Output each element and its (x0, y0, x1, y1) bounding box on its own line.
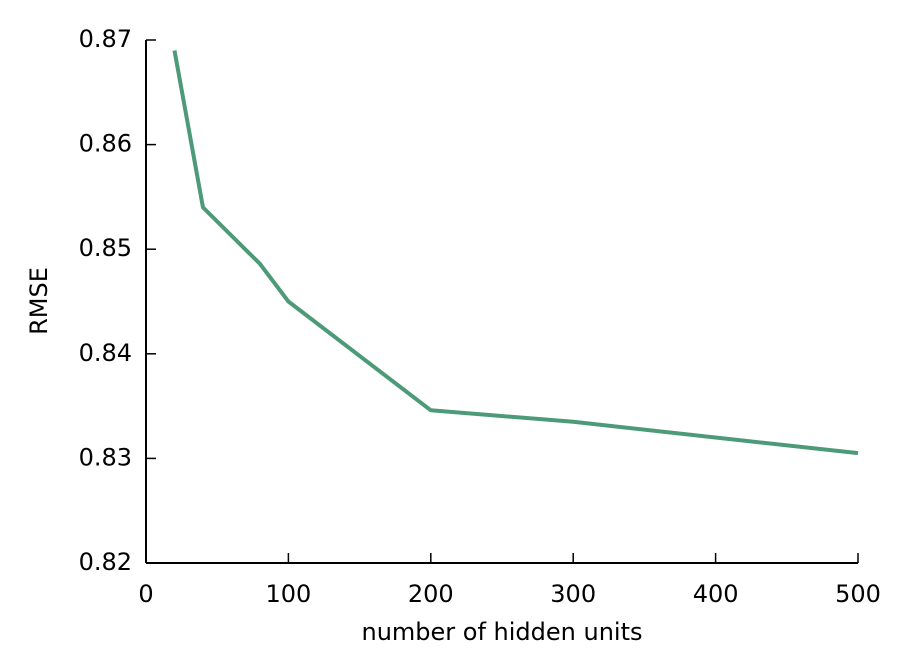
x-tick-label: 100 (265, 580, 311, 608)
x-tick-label: 0 (138, 580, 153, 608)
y-tick-label: 0.87 (79, 25, 132, 53)
y-tick-label: 0.85 (79, 234, 132, 262)
y-tick-label: 0.84 (79, 339, 132, 367)
x-tick-label: 500 (835, 580, 881, 608)
line (172, 50, 859, 456)
y-tick-label: 0.82 (79, 548, 132, 576)
x-tick-label: 200 (408, 580, 454, 608)
y-tick-label: 0.83 (79, 443, 132, 471)
x-tick-label: 400 (693, 580, 739, 608)
x-tick-label: 300 (550, 580, 596, 608)
y-tick-label: 0.86 (79, 130, 132, 158)
x-axis-label: number of hidden units (361, 618, 642, 646)
y-axis-label: RMSE (25, 267, 53, 335)
